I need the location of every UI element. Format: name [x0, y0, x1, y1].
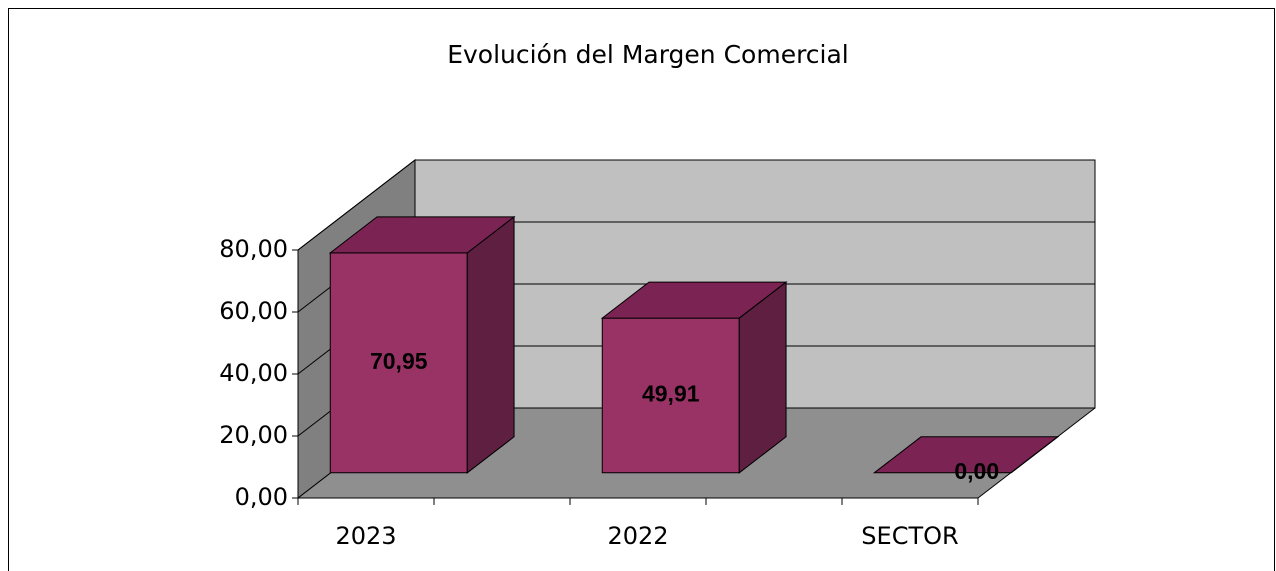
chart-title: Evolución del Margen Comercial [447, 40, 849, 69]
bar-top [328, 216, 516, 254]
grid-line [297, 159, 1095, 251]
value-label: 70,95 [370, 348, 428, 374]
x-tick-label: 2022 [607, 522, 668, 550]
bar-side [466, 215, 515, 474]
y-tick-label: 80,00 [219, 235, 288, 263]
x-tick-label: 2023 [335, 522, 396, 550]
y-tick-label: 40,00 [219, 359, 288, 387]
bar-top [600, 281, 788, 319]
y-tick-label: 60,00 [219, 297, 288, 325]
floor-edge [977, 407, 1096, 499]
value-label: 49,91 [642, 381, 700, 407]
value-label: 0,00 [954, 458, 999, 484]
x-axis-ticks [297, 498, 979, 505]
bar [328, 215, 516, 474]
x-tick-label: SECTOR [861, 522, 958, 550]
bar [600, 281, 788, 474]
y-tick-label: 20,00 [219, 421, 288, 449]
y-tick-label: 0,00 [235, 483, 288, 511]
